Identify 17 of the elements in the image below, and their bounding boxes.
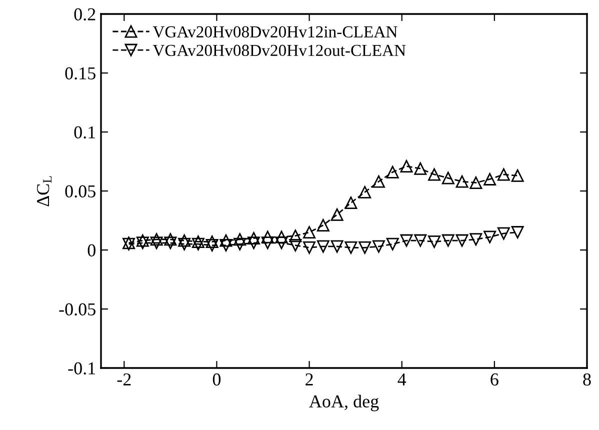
x-tick-label: 8 [583, 373, 591, 386]
x-tick-label: -2 [117, 373, 131, 386]
y-tick-label: 0.2 [74, 8, 96, 21]
x-axis-title: AoA, deg [309, 394, 379, 412]
y-tick-label: 0.1 [74, 126, 96, 139]
y-tick-label: 0 [88, 244, 96, 256]
x-tick-label: 4 [398, 374, 406, 386]
x-tick-label: 0 [212, 373, 221, 386]
y-tick-label: 0.15 [65, 67, 96, 80]
y-tick-label: -0.1 [68, 362, 96, 375]
y-tick-label: -0.05 [59, 303, 96, 316]
y-axis-title: ΔC$_{L}$ [37, 176, 52, 206]
legend-label: VGAv20Hv08Dv20Hv12in-CLEAN [152, 26, 398, 38]
y-tick-label: 0.05 [65, 185, 96, 198]
x-tick-label: 2 [306, 373, 313, 386]
x-tick-label: 6 [490, 373, 498, 386]
legend-label: VGAv20Hv08Dv20Hv12out-CLEAN [152, 44, 406, 56]
